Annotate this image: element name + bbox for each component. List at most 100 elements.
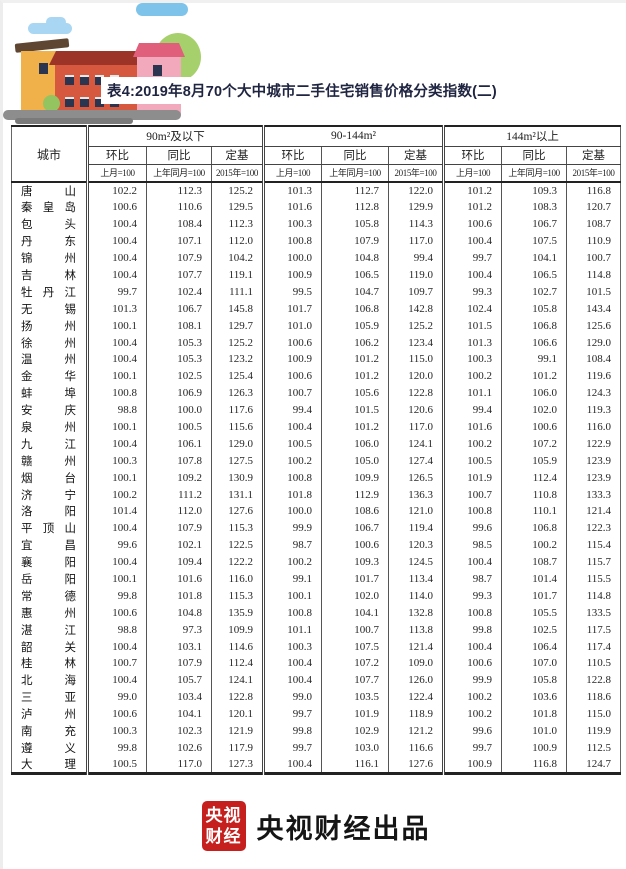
index-value: 103.5 <box>321 688 389 706</box>
index-value: 98.8 <box>86 621 147 639</box>
city-name: 锦州 <box>21 253 76 266</box>
index-value: 112.9 <box>321 486 389 504</box>
index-value: 100.0 <box>262 503 322 520</box>
index-value: 106.9 <box>146 384 212 402</box>
city-name: 泉州 <box>21 422 76 435</box>
index-value: 107.9 <box>321 232 389 250</box>
index-value: 131.1 <box>211 486 264 504</box>
index-value: 116.8 <box>566 182 621 199</box>
city-name: 平顶山 <box>21 523 76 536</box>
index-value: 99.9 <box>442 671 502 689</box>
index-value: 100.4 <box>262 655 322 672</box>
index-value: 99.0 <box>262 688 322 706</box>
index-value: 108.7 <box>566 215 621 233</box>
index-value: 100.5 <box>146 418 212 436</box>
index-value: 102.7 <box>501 283 567 301</box>
index-value: 100.1 <box>86 418 147 436</box>
logo-text-line2: 财经 <box>205 827 242 846</box>
city-name: 大理 <box>21 759 76 772</box>
index-value: 101.2 <box>442 199 502 216</box>
window-icon <box>80 75 89 85</box>
index-value: 100.4 <box>86 266 147 284</box>
index-value: 113.8 <box>387 621 444 639</box>
index-value: 124.5 <box>387 553 444 571</box>
city-name: 九江 <box>21 438 76 451</box>
city-name: 北海 <box>21 675 76 688</box>
index-value: 101.2 <box>321 418 389 436</box>
window-icon <box>39 63 48 74</box>
table-row: 温州 100.4 105.3 123.2 100.9 101.2 115.0 100.3 99.… <box>12 351 621 368</box>
index-value: 109.0 <box>387 655 444 672</box>
index-value: 124.1 <box>387 435 444 453</box>
index-value: 103.6 <box>501 688 567 706</box>
table-row: 常德 99.8 101.8 115.3 100.1 102.0 114.0 99.3 101.7… <box>12 587 621 605</box>
index-value: 100.0 <box>262 249 322 267</box>
index-value: 100.9 <box>262 351 322 368</box>
footer-credit-text: 央视财经出品 <box>256 813 431 844</box>
index-value: 101.9 <box>321 705 389 723</box>
index-value: 100.8 <box>262 604 322 622</box>
index-value: 101.3 <box>442 334 502 352</box>
index-value: 105.9 <box>321 317 389 335</box>
index-value: 104.7 <box>321 283 389 301</box>
index-value: 101.3 <box>262 182 322 199</box>
index-value: 110.5 <box>566 655 621 672</box>
index-value: 132.8 <box>387 604 444 622</box>
index-value: 114.8 <box>566 266 621 284</box>
index-value: 106.7 <box>146 300 212 318</box>
index-value: 100.3 <box>86 452 147 470</box>
table-row: 南充 100.3 102.3 121.9 99.8 102.9 121.2 99.6 101.0… <box>12 722 621 740</box>
index-value: 102.0 <box>321 587 389 605</box>
index-value: 99.3 <box>442 587 502 605</box>
city-name: 三亚 <box>21 692 76 705</box>
index-value: 102.5 <box>146 367 212 385</box>
index-value: 126.3 <box>211 384 264 402</box>
index-value: 98.7 <box>262 536 322 554</box>
base-header-lastyear: 上年同月=100 <box>321 164 389 183</box>
price-index-table: 城市 90m²及以下 90-144m² 144m²以上 环比 同比 定基 环比 … <box>11 125 622 776</box>
houses-illustration <box>3 3 626 128</box>
index-value: 102.2 <box>86 182 147 199</box>
table-header: 城市 90m²及以下 90-144m² 144m²以上 环比 同比 定基 环比 … <box>11 126 621 183</box>
index-value: 110.6 <box>146 199 212 216</box>
index-value: 99.4 <box>387 249 444 267</box>
index-value: 101.8 <box>501 705 567 723</box>
index-value: 100.1 <box>86 367 147 385</box>
index-value: 120.0 <box>387 367 444 385</box>
red-house-roof <box>49 51 153 65</box>
index-value: 100.5 <box>262 435 322 453</box>
index-value: 101.6 <box>442 418 502 436</box>
index-value: 106.2 <box>321 334 389 352</box>
index-value: 129.5 <box>211 199 264 216</box>
city-name: 吉林 <box>21 270 76 282</box>
index-value: 100.9 <box>262 266 322 284</box>
index-value: 101.0 <box>501 722 567 740</box>
table-row: 唐山 102.2 112.3 125.2 101.3 112.7 122.0 101.2 109… <box>12 182 621 199</box>
index-value: 108.6 <box>321 503 389 520</box>
index-value: 112.3 <box>211 215 264 233</box>
index-value: 100.4 <box>262 671 322 689</box>
index-value: 117.5 <box>566 621 621 639</box>
table-row: 安庆 98.8 100.0 117.6 99.4 101.5 120.6 99.4 102.0 1… <box>12 401 621 419</box>
index-value: 100.3 <box>262 638 322 656</box>
column-group-over144: 144m²以上 <box>442 126 621 147</box>
index-value: 100.4 <box>442 266 502 284</box>
index-value: 124.1 <box>211 671 264 689</box>
index-value: 125.6 <box>566 317 621 335</box>
index-value: 100.3 <box>86 722 147 740</box>
index-value: 101.8 <box>262 486 322 504</box>
index-value: 120.1 <box>211 705 264 723</box>
table-row: 遵义 99.8 102.6 117.9 99.7 103.0 116.6 99.7 100.9 1… <box>12 739 621 757</box>
index-value: 122.0 <box>387 182 444 199</box>
index-value: 145.8 <box>211 300 264 318</box>
table-row: 徐州 100.4 105.3 125.2 100.6 106.2 123.4 101.3 106… <box>12 334 621 352</box>
table-row: 蚌埠 100.8 106.9 126.3 100.7 105.6 122.8 101.1 106… <box>12 384 621 402</box>
ground-bar <box>15 118 133 124</box>
index-value: 100.4 <box>262 418 322 436</box>
index-value: 106.5 <box>501 266 567 284</box>
window-icon <box>95 75 104 85</box>
index-value: 100.1 <box>262 587 322 605</box>
index-value: 112.3 <box>146 182 212 199</box>
index-value: 121.4 <box>566 503 621 520</box>
